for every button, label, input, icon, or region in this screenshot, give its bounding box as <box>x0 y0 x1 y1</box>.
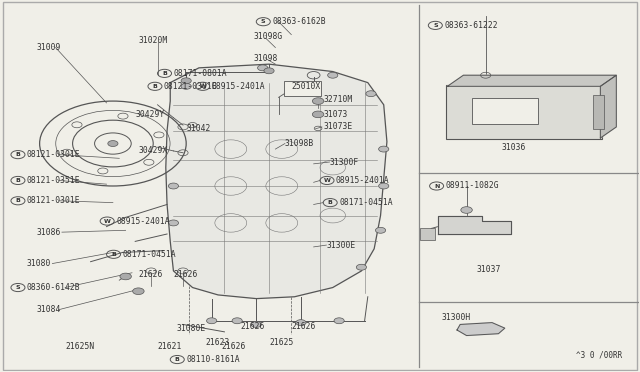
Text: W: W <box>199 84 206 89</box>
Circle shape <box>312 111 324 118</box>
Text: 30429Y: 30429Y <box>135 109 164 119</box>
Text: 08915-2401A: 08915-2401A <box>336 176 390 185</box>
Polygon shape <box>166 64 387 299</box>
Circle shape <box>120 273 131 280</box>
Text: 08121-0301E: 08121-0301E <box>27 150 81 159</box>
Text: 21626: 21626 <box>138 270 163 279</box>
Circle shape <box>328 72 338 78</box>
Text: 21626: 21626 <box>173 270 198 279</box>
Circle shape <box>461 207 472 213</box>
Text: 21626: 21626 <box>241 322 265 331</box>
Text: 08915-2401A: 08915-2401A <box>212 82 266 91</box>
Circle shape <box>232 318 243 324</box>
Text: 31084: 31084 <box>36 305 61 314</box>
Circle shape <box>264 68 274 74</box>
Text: 08911-1082G: 08911-1082G <box>445 182 499 190</box>
Text: ^3 0 /00RR: ^3 0 /00RR <box>577 350 623 359</box>
Text: 31300F: 31300F <box>330 157 359 167</box>
Text: 31098B: 31098B <box>285 139 314 148</box>
Text: 08121-0351E: 08121-0351E <box>27 176 81 185</box>
Text: W: W <box>324 178 330 183</box>
FancyBboxPatch shape <box>3 3 637 369</box>
Circle shape <box>356 264 367 270</box>
Circle shape <box>181 78 191 84</box>
Text: 08121-0301E: 08121-0301E <box>27 196 81 205</box>
Circle shape <box>207 318 217 324</box>
Circle shape <box>108 141 118 147</box>
FancyBboxPatch shape <box>472 99 538 124</box>
Text: 08110-8161A: 08110-8161A <box>186 355 240 364</box>
Text: B: B <box>175 357 180 362</box>
Text: 30429X: 30429X <box>138 147 168 155</box>
Text: 21623: 21623 <box>205 339 230 347</box>
Text: 31037: 31037 <box>476 264 500 273</box>
Text: 32710M: 32710M <box>323 95 353 104</box>
Text: S: S <box>15 285 20 290</box>
Circle shape <box>257 65 268 71</box>
Text: 21621: 21621 <box>157 342 182 351</box>
Text: 08121-0301E: 08121-0301E <box>164 82 218 91</box>
Text: S: S <box>433 23 438 28</box>
Text: 21626: 21626 <box>291 322 316 331</box>
Polygon shape <box>457 323 505 336</box>
Circle shape <box>379 146 389 152</box>
Text: 31098G: 31098G <box>253 32 282 41</box>
Text: 31098: 31098 <box>253 54 278 63</box>
FancyBboxPatch shape <box>445 85 602 139</box>
Text: S: S <box>261 19 266 24</box>
Text: 31009: 31009 <box>36 43 61 52</box>
Text: 31073E: 31073E <box>323 122 353 131</box>
Polygon shape <box>600 75 616 138</box>
Text: N: N <box>434 183 439 189</box>
Circle shape <box>379 183 389 189</box>
Text: 08360-6142B: 08360-6142B <box>27 283 81 292</box>
Circle shape <box>168 220 179 226</box>
Circle shape <box>296 320 306 326</box>
Circle shape <box>251 321 261 327</box>
Text: 08171-0801A: 08171-0801A <box>173 69 227 78</box>
Text: 08363-6162B: 08363-6162B <box>272 17 326 26</box>
Text: 08363-61222: 08363-61222 <box>444 21 498 30</box>
Text: 31073: 31073 <box>323 109 348 119</box>
Circle shape <box>132 288 144 295</box>
Circle shape <box>334 318 344 324</box>
Circle shape <box>168 183 179 189</box>
Text: 08171-0451A: 08171-0451A <box>339 198 393 207</box>
Text: B: B <box>15 198 20 203</box>
Circle shape <box>366 91 376 97</box>
Text: W: W <box>104 219 111 224</box>
Text: 31300E: 31300E <box>326 241 356 250</box>
Text: 31042: 31042 <box>186 124 211 133</box>
Text: 21625: 21625 <box>269 339 293 347</box>
Text: 31080E: 31080E <box>177 324 206 333</box>
Polygon shape <box>438 215 511 234</box>
Circle shape <box>312 98 324 105</box>
Text: 31080: 31080 <box>27 259 51 268</box>
FancyBboxPatch shape <box>593 95 604 129</box>
Text: 31086: 31086 <box>36 228 61 237</box>
Text: B: B <box>15 152 20 157</box>
Circle shape <box>181 83 191 89</box>
Text: 08915-2401A: 08915-2401A <box>116 217 170 225</box>
Text: 25010X: 25010X <box>291 82 321 91</box>
Text: 31036: 31036 <box>502 143 526 152</box>
Text: B: B <box>15 178 20 183</box>
FancyBboxPatch shape <box>284 81 321 96</box>
Polygon shape <box>447 75 616 86</box>
Text: 08171-0451A: 08171-0451A <box>122 250 176 259</box>
Text: B: B <box>162 71 167 76</box>
Text: 21626: 21626 <box>221 342 246 351</box>
FancyBboxPatch shape <box>420 228 435 240</box>
Text: B: B <box>111 252 116 257</box>
Text: B: B <box>152 84 157 89</box>
Text: 31020M: 31020M <box>138 36 168 45</box>
Text: 31300H: 31300H <box>441 312 470 321</box>
Text: B: B <box>328 200 333 205</box>
Circle shape <box>376 227 386 233</box>
Text: 21625N: 21625N <box>65 342 94 351</box>
